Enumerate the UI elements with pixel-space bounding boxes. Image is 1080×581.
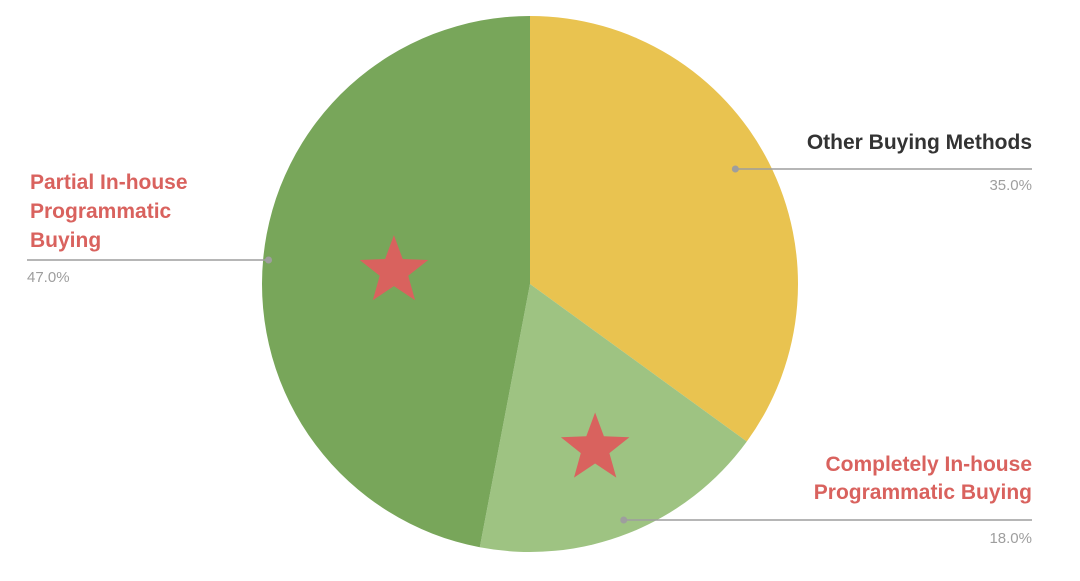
- slice-label-group-partial: Partial In-house Programmatic Buying 47.…: [27, 171, 188, 286]
- slice-label-completely-line-2: Programmatic Buying: [814, 481, 1032, 504]
- slice-value-label-completely: 18.0%: [989, 530, 1032, 547]
- star-icon-completely-in-house-programmatic-buying: [560, 412, 630, 478]
- leader-dot-other-buying-methods: [731, 165, 739, 173]
- slice-label-partial-line-1: Partial In-house: [30, 171, 188, 194]
- leader-dot-partial-in-house-programmatic-buying: [265, 256, 273, 264]
- leader-dot-completely-in-house-programmatic-buying: [620, 516, 628, 524]
- star-icon-partial-in-house-programmatic-buying: [359, 235, 429, 301]
- leader-lines: [27, 165, 1032, 524]
- slice-label-group-other: Other Buying Methods 35.0%: [807, 131, 1032, 194]
- slice-label-partial-line-3: Buying: [30, 229, 101, 252]
- slice-value-label-other: 35.0%: [989, 177, 1032, 194]
- star-markers: [359, 235, 630, 478]
- slice-label-partial-line-2: Programmatic: [30, 200, 172, 223]
- slice-value-label-partial: 47.0%: [27, 269, 70, 286]
- pie-slice-other-buying-methods: [530, 16, 798, 442]
- slice-label-group-completely: Completely In-house Programmatic Buying …: [814, 453, 1032, 547]
- slice-label-other-line-1: Other Buying Methods: [807, 131, 1032, 154]
- slice-label-completely-line-1: Completely In-house: [825, 453, 1032, 476]
- pie-slices: [262, 16, 798, 552]
- pie-slice-completely-in-house-programmatic-buying: [479, 284, 747, 552]
